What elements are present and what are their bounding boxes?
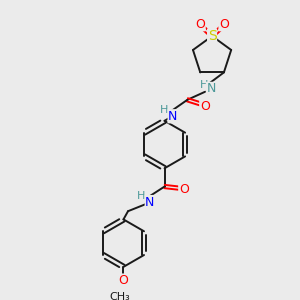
Text: O: O <box>195 18 205 31</box>
Text: H: H <box>136 191 145 201</box>
Text: O: O <box>200 100 210 113</box>
Text: N: N <box>206 82 216 95</box>
Text: O: O <box>219 18 229 31</box>
Text: H: H <box>200 80 208 90</box>
Text: O: O <box>179 183 189 196</box>
Text: N: N <box>168 110 177 123</box>
Text: CH₃: CH₃ <box>110 292 130 300</box>
Text: S: S <box>208 29 217 43</box>
Text: H: H <box>159 105 168 115</box>
Text: N: N <box>145 196 154 208</box>
Text: O: O <box>118 274 128 287</box>
